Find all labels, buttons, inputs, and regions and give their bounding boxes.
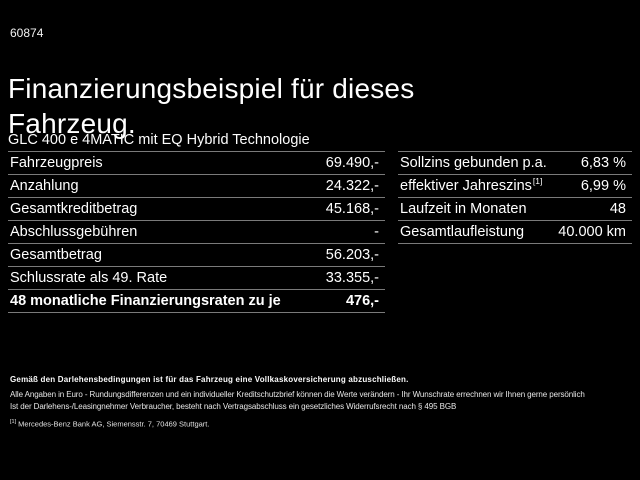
row-value: 6,99 % (580, 178, 626, 194)
table-row-fahrzeugpreis: Fahrzeugpreis 69.490,- (8, 151, 385, 174)
row-label: Sollzins gebunden p.a. (400, 155, 547, 171)
row-label: Fahrzeugpreis (10, 155, 103, 171)
row-label: Laufzeit in Monaten (400, 201, 527, 217)
ref-number: 60874 (10, 26, 44, 40)
table-row-abschlussgebuehren: Abschlussgebühren - (8, 220, 385, 243)
row-value: 6,83 % (580, 155, 626, 171)
conditions-table: Sollzins gebunden p.a. 6,83 % effektiver… (398, 151, 632, 244)
row-label: Abschlussgebühren (10, 224, 138, 240)
row-label: Gesamtlaufleistung (400, 224, 525, 240)
table-row-schlussrate: Schlussrate als 49. Rate 33.355,- (8, 266, 385, 289)
bank-footnote: [1] Mercedes-Benz Bank AG, Siemensstr. 7,… (10, 419, 410, 429)
vehicle-subtitle: GLC 400 e 4MATIC mit EQ Hybrid Technolog… (8, 132, 310, 148)
insurance-note: Gemäß den Darlehensbedingungen ist für d… (10, 375, 409, 384)
disclaimer-line-1: Alle Angaben in Euro - Rundungsdifferenz… (10, 390, 585, 399)
page-title: Finanzierungsbeispiel für dieses Fahrzeu… (8, 72, 415, 139)
row-label: 48 monatliche Finanzierungsraten zu je (10, 293, 281, 309)
footnote-ref-marker: [1] (532, 178, 543, 187)
row-label: Anzahlung (10, 178, 79, 194)
disclaimer-line-2: Ist der Darlehens-/Leasingnehmer Verbrau… (10, 402, 457, 411)
row-label: Gesamtkreditbetrag (10, 201, 138, 217)
row-label: effektiver Jahreszins[1] (400, 178, 542, 194)
row-value: 33.355,- (325, 270, 379, 286)
table-row-monatsrate: 48 monatliche Finanzierungsraten zu je 4… (8, 289, 385, 312)
row-label: Schlussrate als 49. Rate (10, 270, 168, 286)
table-row-gesamtbetrag: Gesamtbetrag 56.203,- (8, 243, 385, 266)
row-value: - (374, 224, 379, 240)
table-row-gesamtkreditbetrag: Gesamtkreditbetrag 45.168,- (8, 197, 385, 220)
financing-table: Fahrzeugpreis 69.490,- Anzahlung 24.322,… (8, 151, 385, 313)
row-value: 56.203,- (325, 247, 379, 263)
row-value: 45.168,- (325, 201, 379, 217)
table-row-effektiver-jahreszins: effektiver Jahreszins[1] 6,99 % (398, 174, 632, 197)
table-row-sollzins: Sollzins gebunden p.a. 6,83 % (398, 151, 632, 174)
table-row-gesamtlaufleistung: Gesamtlaufleistung 40.000 km (398, 220, 632, 243)
row-value: 48 (609, 201, 626, 217)
footnote-text: Mercedes-Benz Bank AG, Siemensstr. 7, 70… (18, 419, 210, 429)
table-row-anzahlung: Anzahlung 24.322,- (8, 174, 385, 197)
table-row-laufzeit: Laufzeit in Monaten 48 (398, 197, 632, 220)
row-value: 24.322,- (325, 178, 379, 194)
footnote-marker: [1] (10, 419, 17, 425)
row-label-text: effektiver Jahreszins (400, 178, 532, 194)
row-value: 476,- (345, 293, 379, 309)
row-label: Gesamtbetrag (10, 247, 102, 263)
row-value: 69.490,- (325, 155, 379, 171)
row-value: 40.000 km (558, 224, 626, 240)
